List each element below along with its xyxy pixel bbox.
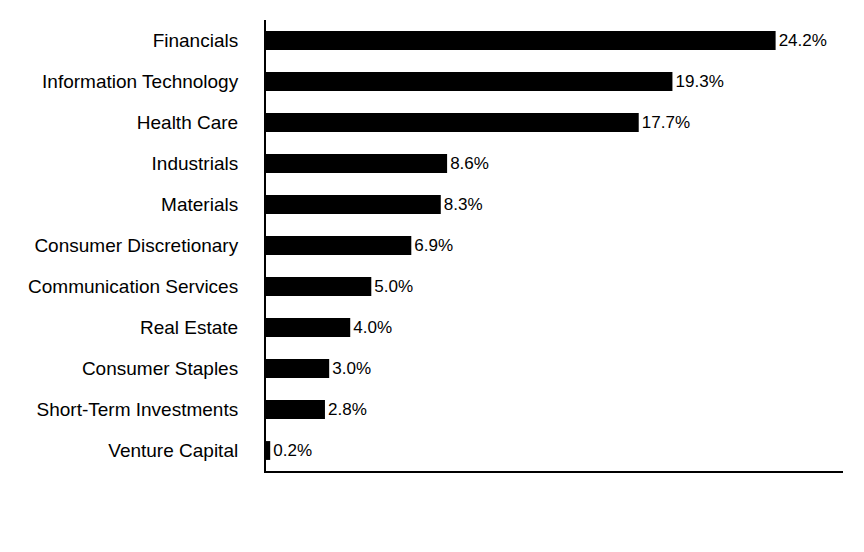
svg-text:17.7%: 17.7% xyxy=(642,113,690,132)
svg-text:24.2%: 24.2% xyxy=(779,31,827,50)
svg-text:0.2%: 0.2% xyxy=(273,441,312,460)
svg-text:Communication Services: Communication Services xyxy=(28,276,238,297)
svg-text:Health Care: Health Care xyxy=(137,112,238,133)
svg-text:2.8%: 2.8% xyxy=(328,400,367,419)
svg-text:8.6%: 8.6% xyxy=(450,154,489,173)
svg-text:19.3%: 19.3% xyxy=(675,72,723,91)
svg-text:Industrials: Industrials xyxy=(152,153,239,174)
svg-text:Consumer Discretionary: Consumer Discretionary xyxy=(34,235,238,256)
svg-text:3.0%: 3.0% xyxy=(332,359,371,378)
svg-text:4.0%: 4.0% xyxy=(353,318,392,337)
svg-text:Consumer Staples: Consumer Staples xyxy=(82,358,238,379)
svg-text:6.9%: 6.9% xyxy=(414,236,453,255)
svg-text:8.3%: 8.3% xyxy=(444,195,483,214)
svg-text:Short-Term Investments: Short-Term Investments xyxy=(37,399,239,420)
svg-text:Venture Capital: Venture Capital xyxy=(108,440,238,461)
svg-text:5.0%: 5.0% xyxy=(374,277,413,296)
svg-text:Materials: Materials xyxy=(161,194,238,215)
svg-text:Information Technology: Information Technology xyxy=(42,71,239,92)
svg-text:Real Estate: Real Estate xyxy=(140,317,238,338)
svg-text:Financials: Financials xyxy=(153,30,239,51)
